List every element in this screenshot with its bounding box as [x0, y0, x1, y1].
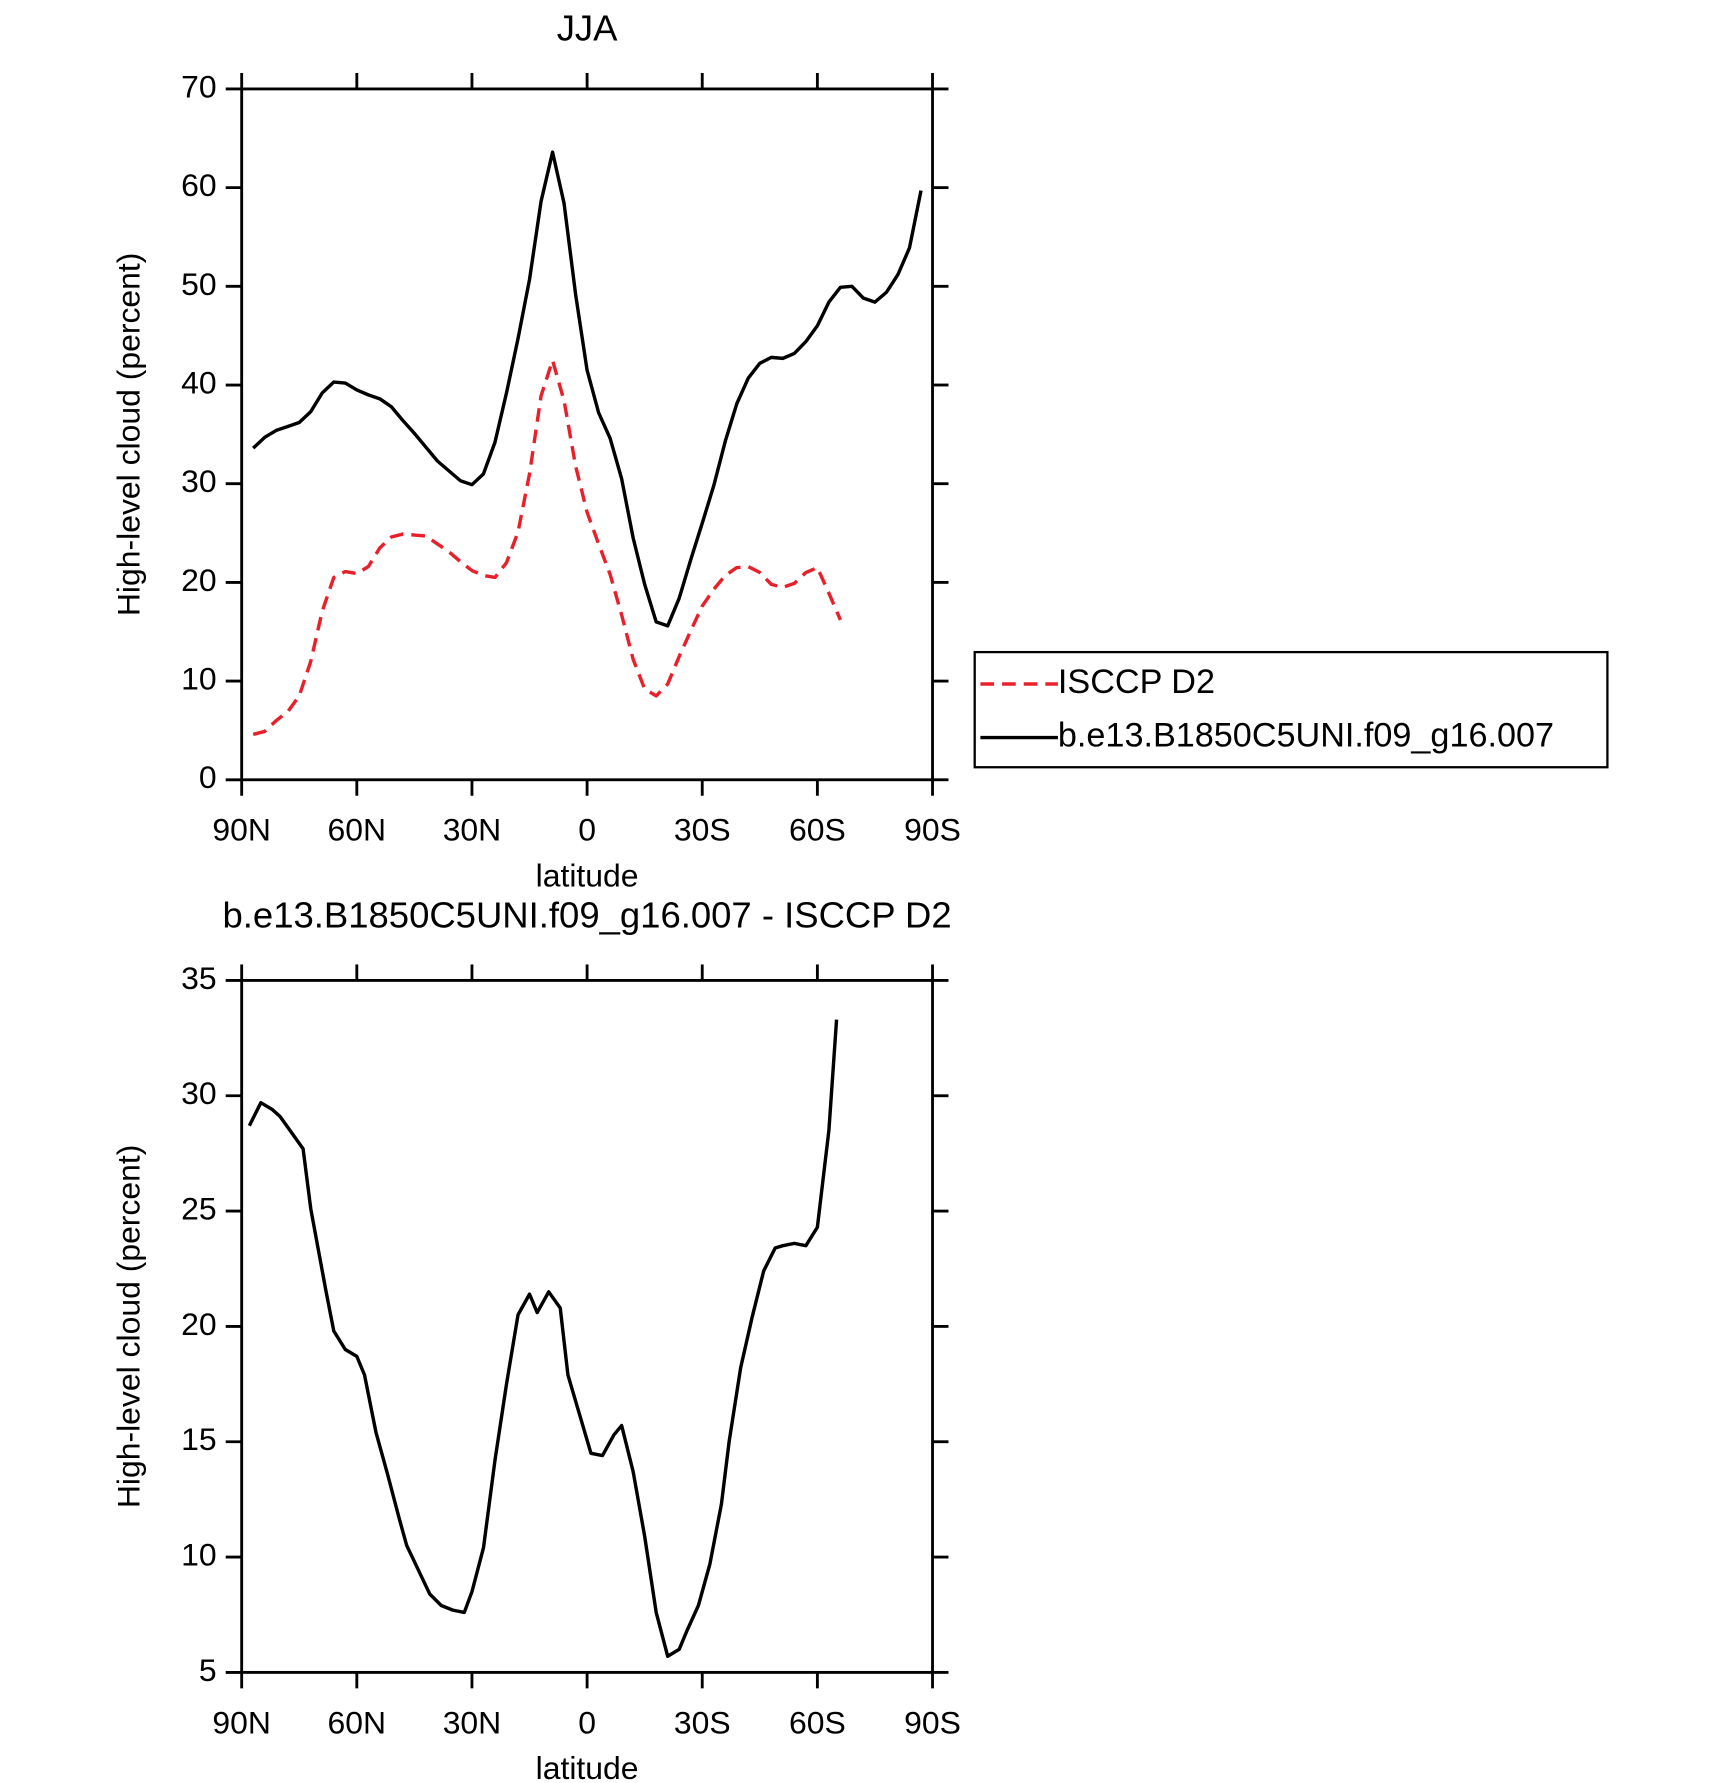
- x-tick-label: 30S: [674, 812, 731, 848]
- x-tick-label: 90N: [212, 1704, 271, 1740]
- y-tick-label: 35: [181, 960, 217, 996]
- legend-label: ISCCP D2: [1058, 663, 1215, 701]
- x-tick-label: 30N: [443, 1704, 502, 1740]
- y-tick-label: 60: [181, 167, 217, 203]
- x-axis-label: latitude: [536, 857, 639, 893]
- data-line: [247, 1019, 839, 1658]
- y-tick-label: 25: [181, 1191, 217, 1227]
- chart-title: b.e13.B1850C5UNI.f09_g16.007 - ISCCP D2: [223, 894, 952, 935]
- y-tick-label: 5: [199, 1652, 217, 1688]
- data-line: [252, 150, 923, 628]
- y-tick-label: 70: [181, 68, 217, 104]
- y-tick-label: 30: [181, 463, 217, 499]
- legend-label: b.e13.B1850C5UNI.f09_g16.007: [1058, 717, 1554, 755]
- y-tick-label: 20: [181, 1306, 217, 1342]
- x-tick-label: 90N: [212, 812, 271, 848]
- y-tick-label: 20: [181, 562, 217, 598]
- x-tick-label: 60N: [328, 812, 387, 848]
- x-tick-label: 0: [578, 1704, 596, 1740]
- chart-title: JJA: [557, 7, 618, 48]
- y-tick-label: 10: [181, 661, 217, 697]
- data-line: [252, 358, 842, 737]
- x-tick-label: 90S: [904, 812, 961, 848]
- x-tick-label: 0: [578, 812, 596, 848]
- y-tick-label: 30: [181, 1075, 217, 1111]
- x-tick-label: 30N: [443, 812, 502, 848]
- x-tick-label: 30S: [674, 1704, 731, 1740]
- y-tick-label: 10: [181, 1537, 217, 1573]
- plot-frame: [240, 87, 934, 782]
- y-tick-label: 50: [181, 266, 217, 302]
- legend-box: [973, 650, 1609, 769]
- x-tick-label: 60S: [789, 812, 846, 848]
- y-axis-label: High-level cloud (percent): [111, 1145, 147, 1509]
- y-tick-label: 15: [181, 1421, 217, 1457]
- y-axis-label: High-level cloud (percent): [111, 253, 147, 617]
- plot-frame: [240, 978, 934, 1674]
- y-tick-label: 40: [181, 364, 217, 400]
- x-tick-label: 90S: [904, 1704, 961, 1740]
- x-tick-label: 60N: [328, 1704, 387, 1740]
- x-axis-label: latitude: [536, 1750, 639, 1783]
- y-tick-label: 0: [199, 759, 217, 795]
- x-tick-label: 60S: [789, 1704, 846, 1740]
